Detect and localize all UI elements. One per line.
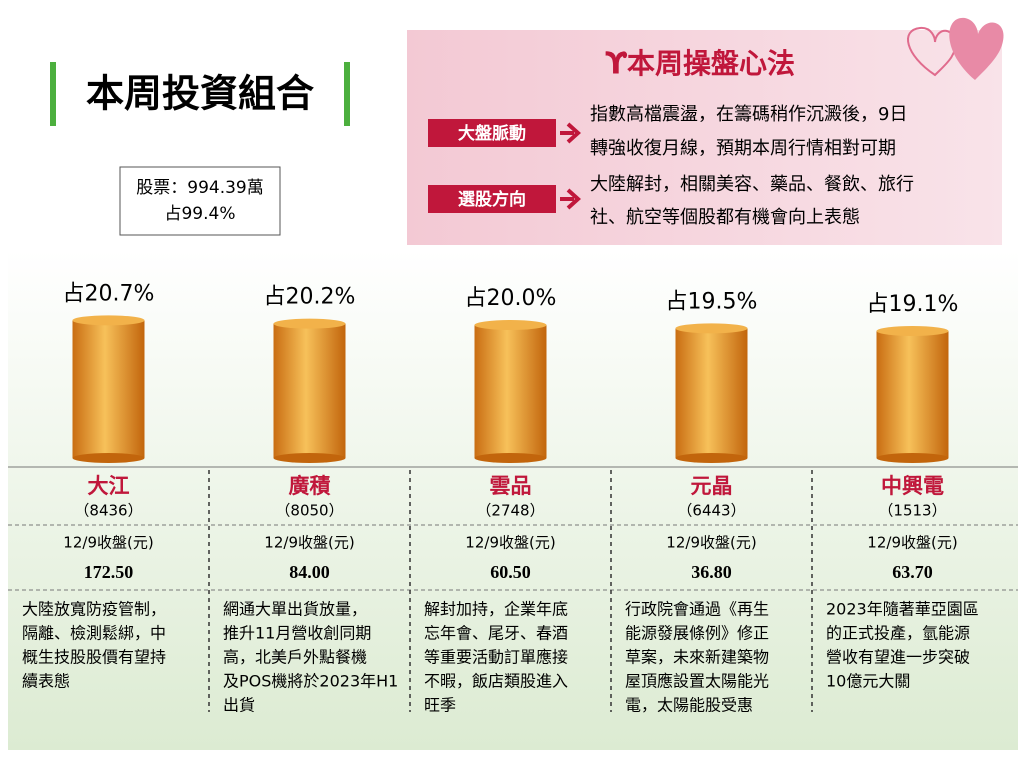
stock-code: （1513） — [878, 502, 946, 520]
price: 172.50 — [84, 562, 134, 582]
strategy-text: 指數高檔震盪，在籌碼稍作沉澱後，9日 — [590, 104, 907, 125]
strategy-items: 大盤脈動 指數高檔震盪，在籌碼稍作沉澱後，9日 轉強收復月線，預期本周行情相對可… — [428, 104, 914, 228]
strategy-label: 選股方向 — [458, 189, 526, 210]
stock-name: 元晶 — [691, 474, 733, 498]
bar-top — [876, 325, 949, 336]
strategy-title: 本周操盤心法 — [627, 47, 795, 80]
price: 36.80 — [691, 562, 732, 582]
bar-top — [273, 318, 346, 329]
bar — [876, 330, 949, 458]
bar-top — [675, 323, 748, 334]
note: 忘年會、尾牙、春酒 — [424, 624, 568, 643]
note: 高，北美戶外點餐機 — [223, 648, 367, 667]
note: 10億元大關 — [826, 672, 910, 691]
note: 等重要活動訂單應接 — [424, 648, 568, 667]
strategy-label: 大盤脈動 — [458, 123, 526, 144]
note: 續表態 — [22, 672, 70, 691]
value-label: 占20.2% — [264, 285, 356, 310]
stock-name: 大江 — [88, 474, 130, 498]
bar — [72, 320, 145, 458]
note: 營收有望進一步突破 — [826, 648, 970, 667]
note: 隔離、檢測鬆綁，中 — [22, 624, 166, 643]
value-label: 占20.0% — [465, 286, 557, 311]
price: 63.70 — [892, 562, 933, 582]
note: 概生技股股價有望持 — [22, 648, 166, 667]
note: 旺季 — [424, 696, 456, 715]
bar-base — [72, 453, 145, 463]
note: 能源發展條例》修正 — [625, 624, 769, 643]
stock-code: （8050） — [275, 502, 343, 520]
price-label: 12/9收盤(元) — [264, 534, 354, 552]
bar-base — [273, 453, 346, 463]
stock-code: （6443） — [677, 502, 745, 520]
strategy-icon: ϒ — [605, 47, 629, 82]
bar — [474, 325, 547, 458]
strategy-text: 轉強收復月線，預期本周行情相對可期 — [590, 138, 896, 159]
note: 推升11月營收創同期 — [223, 624, 371, 643]
note: 的正式投產，氫能源 — [826, 624, 970, 643]
stock-name: 中興電 — [881, 474, 944, 498]
price: 60.50 — [490, 562, 531, 582]
price-label: 12/9收盤(元) — [666, 534, 756, 552]
stock-code: （8436） — [74, 502, 142, 520]
arrow — [560, 188, 581, 210]
label-box — [428, 119, 556, 147]
bar — [675, 328, 748, 458]
note: 網通大單出貨放量， — [223, 600, 367, 619]
note: 屋頂應設置太陽能光 — [625, 672, 769, 691]
stock-name: 雲品 — [490, 474, 532, 498]
summary: 股票：994.39萬 — [136, 178, 263, 198]
accent — [344, 62, 350, 126]
bar — [273, 323, 346, 458]
bar-base — [675, 453, 748, 463]
value-label: 占20.7% — [63, 281, 155, 306]
note: 行政院會通過《再生 — [625, 600, 769, 619]
price-label: 12/9收盤(元) — [63, 534, 153, 552]
value-label: 占19.1% — [867, 292, 959, 317]
note: 2023年隨著華亞園區 — [826, 600, 979, 619]
note: 電，太陽能股受惠 — [625, 696, 753, 715]
bar-base — [876, 453, 949, 463]
arrow — [560, 122, 581, 144]
note: 出貨 — [223, 696, 255, 715]
note: 及POS機將於2023年H1 — [223, 672, 398, 691]
strategy-text: 大陸解封，相關美容、藥品、餐飲、旅行 — [590, 174, 914, 195]
summary: 占99.4% — [164, 204, 235, 224]
note: 解封加持，企業年底 — [424, 600, 568, 619]
stock-name: 廣積 — [289, 474, 332, 498]
note: 不暇，飯店類股進入 — [424, 672, 568, 691]
price-label: 12/9收盤(元) — [465, 534, 555, 552]
bar-top — [72, 315, 145, 326]
heart — [949, 17, 1004, 80]
value-label: 占19.5% — [666, 289, 758, 314]
accent — [50, 62, 56, 126]
bar-top — [474, 320, 547, 330]
price: 84.00 — [289, 562, 330, 582]
note: 大陸放寬防疫管制， — [22, 600, 166, 619]
price-label: 12/9收盤(元) — [867, 534, 957, 552]
summary-box — [119, 166, 281, 236]
note: 草案，未來新建築物 — [625, 648, 769, 667]
strategy-text: 社、航空等個股都有機會向上表態 — [590, 207, 860, 228]
stock-code: （2748） — [476, 502, 544, 520]
label-box — [428, 185, 556, 213]
title: 本周投資組合 — [86, 72, 314, 116]
bar-base — [474, 453, 547, 463]
